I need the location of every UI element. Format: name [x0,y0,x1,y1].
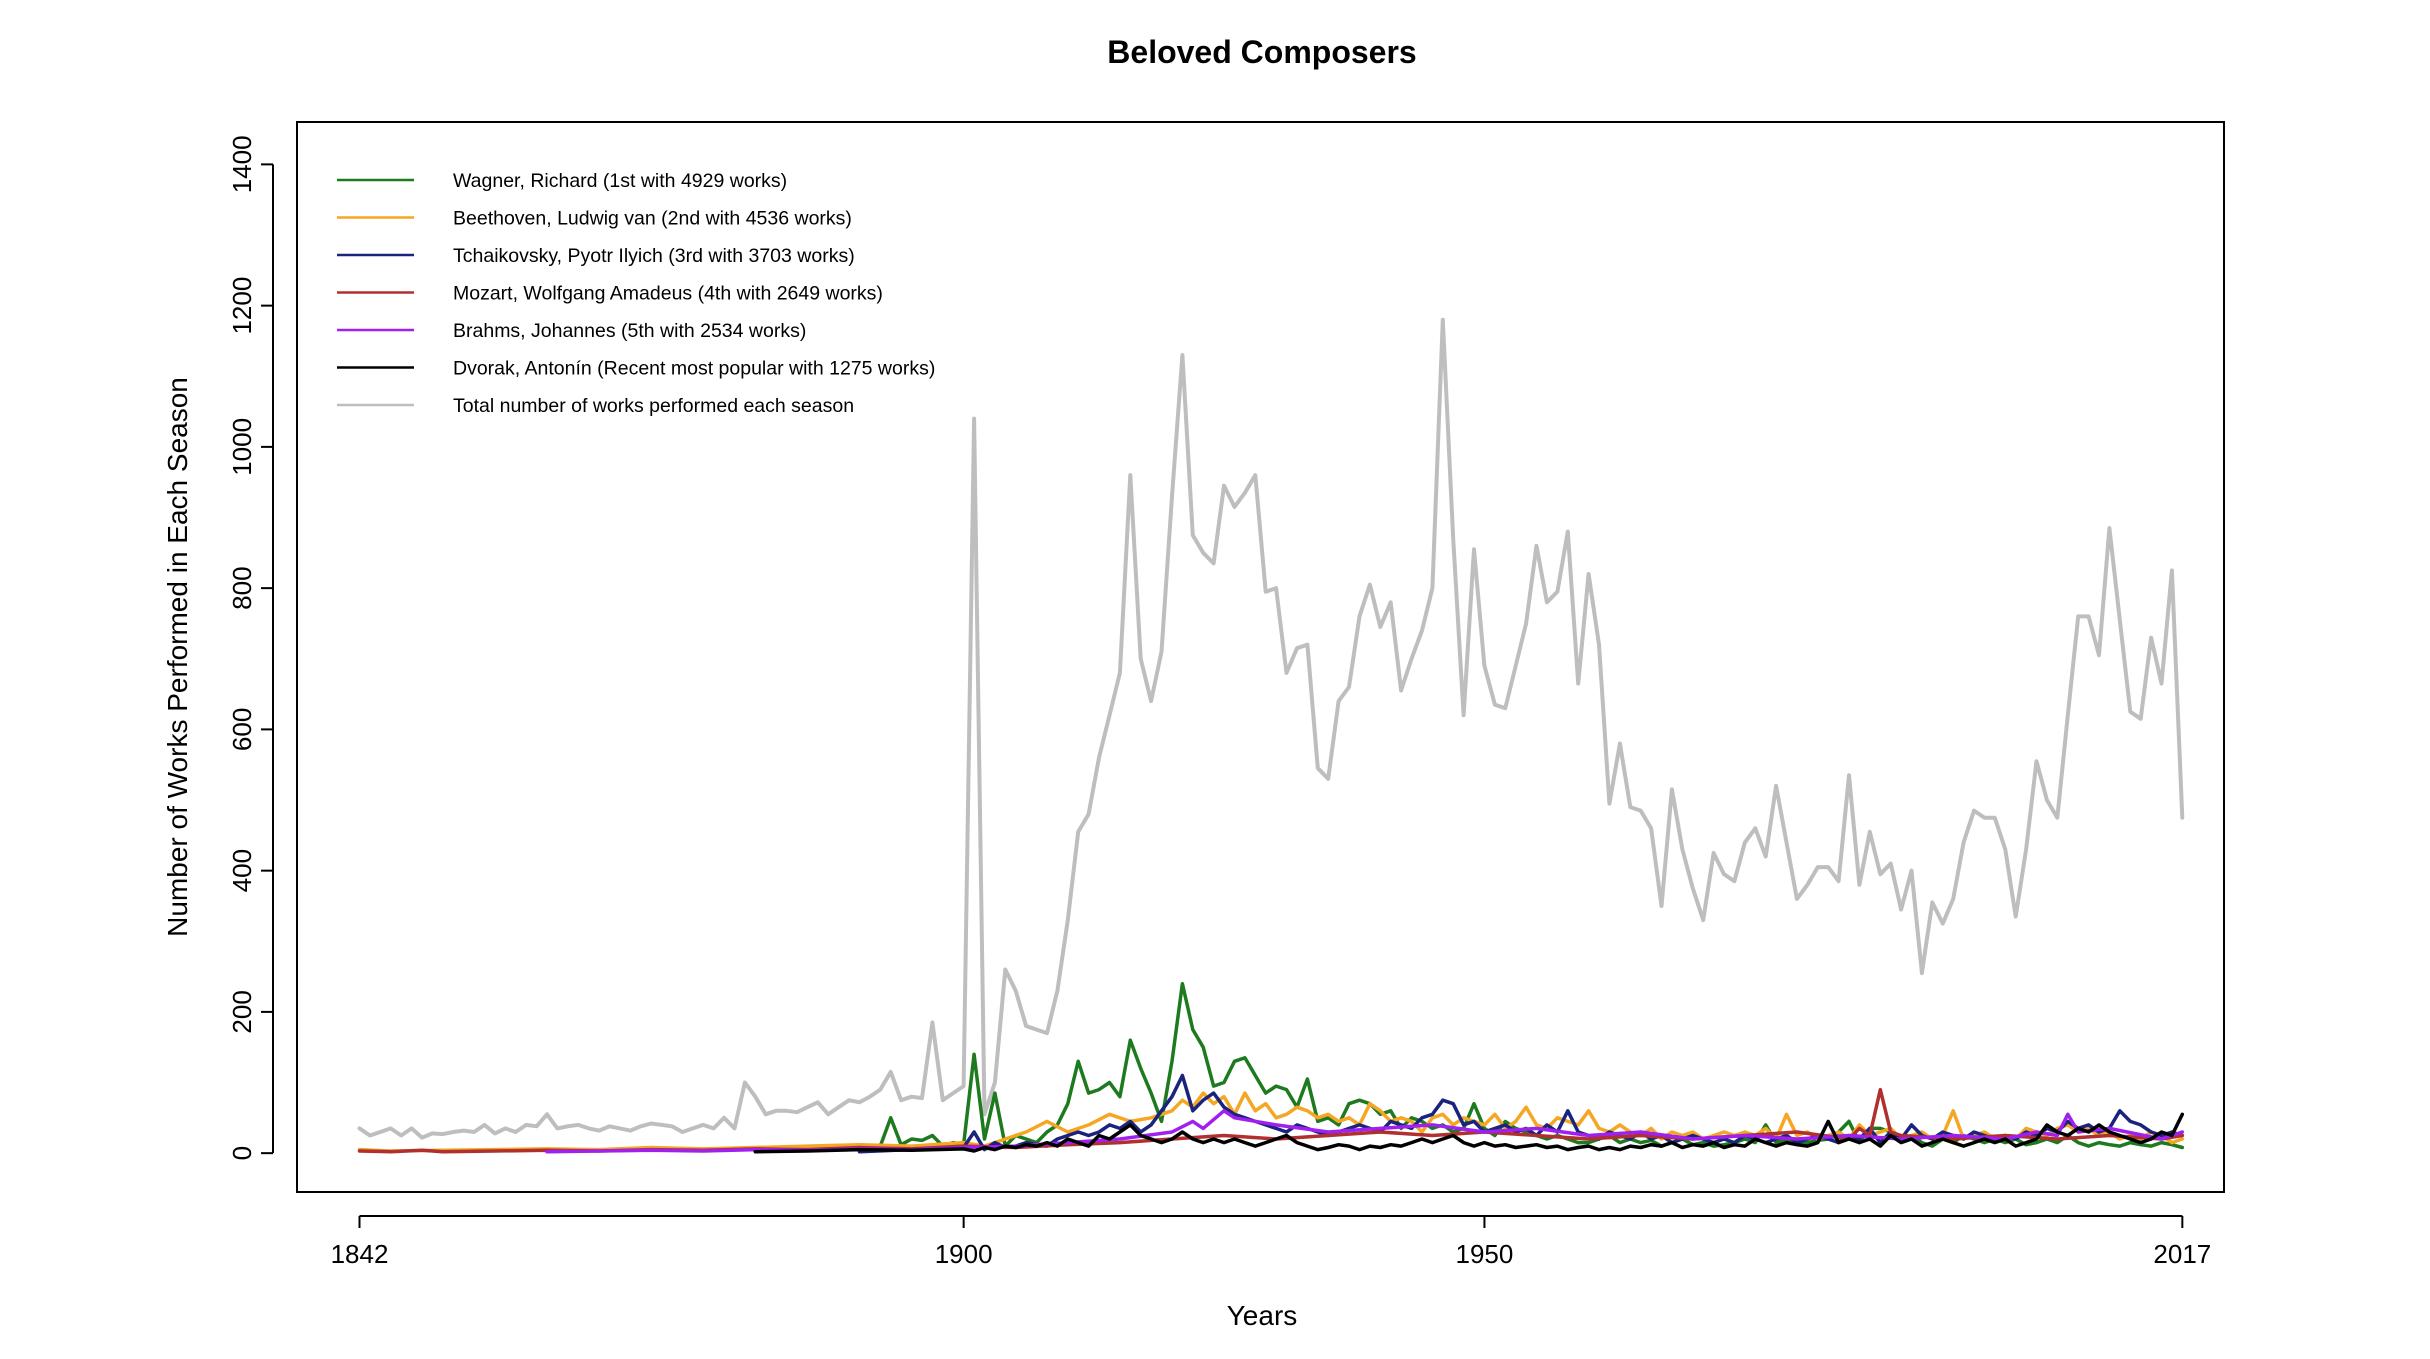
x-tick-label: 1842 [331,1239,389,1269]
series-line-tchaikovsky [857,1073,2185,1154]
y-tick-label: 600 [227,708,257,751]
y-axis-label: Number of Works Performed in Each Season [162,377,193,937]
y-tick-label: 800 [227,566,257,609]
legend: Wagner, Richard (1st with 4929 works) Bee… [337,170,935,417]
chart-title: Beloved Composers [1107,34,1416,70]
x-tick-label: 1950 [1456,1239,1514,1269]
y-tick-label: 1200 [227,277,257,335]
legend-label-beethoven: Beethoven, Ludwig van (2nd with 4536 wor… [453,208,852,230]
plot-frame [296,121,2225,1193]
series-layer [357,317,2185,1154]
x-axis-label: Years [1227,1300,1298,1331]
y-tick-label: 1000 [227,418,257,476]
y-tick-label: 200 [227,990,257,1033]
legend-label-brahms: Brahms, Johannes (5th with 2534 works) [453,320,806,342]
y-tick-label: 1400 [227,135,257,193]
y-axis: 0 200 400 600 800 1000 1200 1400 [227,135,274,1160]
x-axis: 1842 1900 1950 2017 [331,1215,2211,1269]
series-line-dvorak [753,1112,2185,1154]
series-line-total [357,317,2185,1140]
legend-label-total: Total number of works performed each sea… [453,395,854,417]
x-tick-label: 2017 [2153,1239,2211,1269]
x-tick-label: 1900 [935,1239,993,1269]
legend-label-wagner: Wagner, Richard (1st with 4929 works) [453,170,787,192]
legend-label-mozart: Mozart, Wolfgang Amadeus (4th with 2649 … [453,283,883,305]
legend-label-dvorak: Dvorak, Antonín (Recent most popular wit… [453,358,935,380]
y-tick-label: 400 [227,849,257,892]
y-tick-label: 0 [227,1146,257,1160]
legend-label-tchaikovsky: Tchaikovsky, Pyotr Ilyich (3rd with 3703… [453,245,855,267]
